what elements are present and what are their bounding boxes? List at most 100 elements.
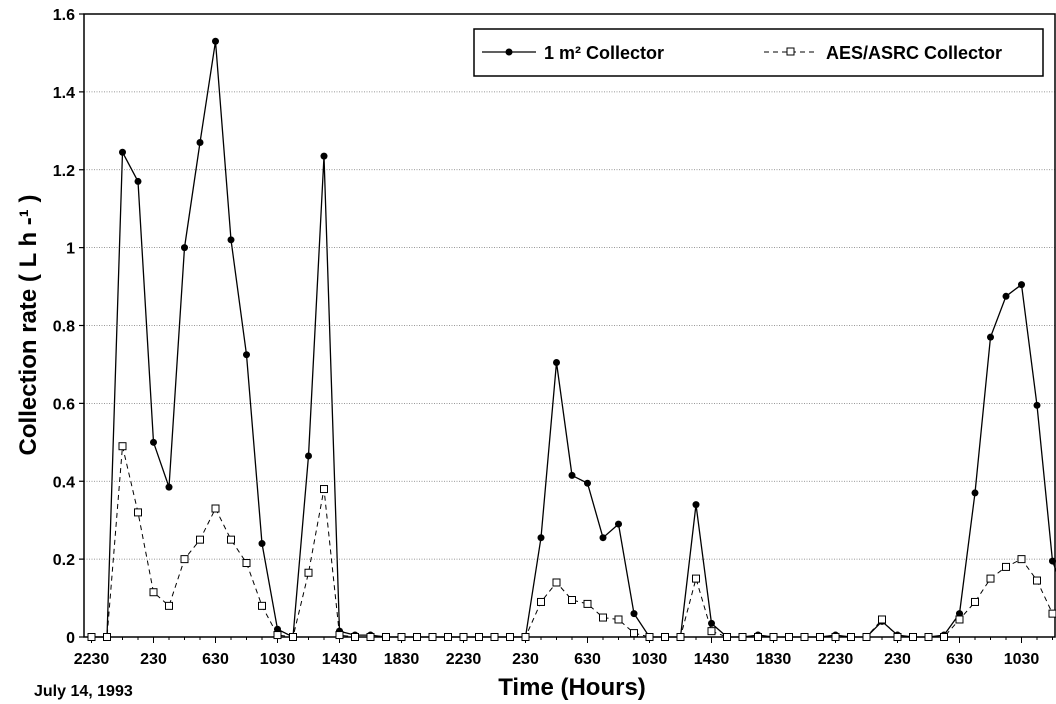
point-1m2 [134, 177, 142, 185]
date-note: July 14, 1993 [34, 683, 133, 700]
point-aes [196, 535, 204, 544]
point-aes [754, 633, 762, 641]
point-aes [630, 629, 638, 638]
point-aes [413, 633, 421, 641]
point-aes [1048, 609, 1056, 618]
legend: 1 m² Collector AES/ASRC Collector [473, 28, 1044, 77]
series-group [87, 37, 1056, 641]
point-aes [599, 613, 607, 622]
point-1m2 [243, 351, 250, 359]
point-1m2 [165, 483, 173, 491]
y-tick-label: 0.6 [53, 396, 75, 413]
x-tick-label: 1030 [632, 651, 668, 668]
x-tick-label: 230 [512, 651, 539, 668]
point-aes [1002, 562, 1010, 571]
y-tick-label: 1.2 [53, 163, 75, 180]
point-aes [134, 508, 142, 517]
x-tick-label: 1830 [384, 651, 420, 668]
point-aes [506, 633, 514, 641]
point-1m2 [305, 452, 312, 460]
point-aes [614, 615, 623, 624]
point-aes [428, 633, 437, 641]
point-aes [692, 574, 700, 583]
point-aes [490, 633, 499, 641]
y-axis: 0 0.2 0.4 0.6 0.8 1 1.2 1.4 1.6 [53, 7, 84, 647]
point-aes [304, 568, 313, 577]
x-tick-label: 1030 [260, 651, 296, 668]
point-1m2 [971, 489, 979, 497]
point-1m2 [987, 333, 994, 341]
point-aes [149, 588, 158, 597]
point-aes [723, 633, 731, 641]
point-1m2 [1049, 557, 1056, 565]
point-1m2 [630, 610, 638, 618]
x-tick-label: 1430 [322, 651, 358, 668]
point-aes [459, 633, 468, 641]
point-aes [816, 633, 824, 641]
point-aes [661, 633, 669, 641]
x-tick-label: 1030 [1004, 651, 1040, 668]
point-aes [397, 633, 406, 641]
point-aes [738, 633, 747, 641]
legend-marker-aes [786, 47, 795, 56]
point-aes [955, 615, 964, 624]
point-1m2 [320, 152, 328, 160]
point-aes [909, 633, 917, 641]
point-1m2 [568, 471, 576, 479]
x-axis-title: Time (Hours) [498, 674, 646, 701]
point-1m2 [692, 501, 700, 509]
point-1m2 [258, 540, 266, 548]
y-tick-label: 1 [66, 241, 75, 258]
y-tick-label: 1.6 [53, 7, 75, 24]
point-aes [521, 633, 530, 641]
point-1m2 [956, 610, 963, 618]
point-1m2 [119, 148, 126, 156]
point-aes [382, 633, 390, 641]
x-tick-label: 2230 [74, 651, 110, 668]
x-tick-label: 230 [140, 651, 167, 668]
point-aes [180, 555, 189, 564]
point-aes [645, 633, 654, 641]
point-aes [165, 601, 173, 610]
point-aes [320, 485, 328, 494]
y-tick-label: 0.4 [53, 474, 75, 491]
point-aes [475, 633, 483, 641]
point-aes [273, 631, 282, 640]
point-1m2 [584, 479, 591, 487]
x-tick-label: 1430 [694, 651, 730, 668]
point-aes [568, 596, 576, 605]
y-tick-label: 1.4 [53, 85, 75, 102]
point-aes [878, 615, 886, 624]
point-aes [289, 633, 297, 641]
point-1m2 [1033, 401, 1041, 409]
point-aes [211, 504, 220, 513]
point-1m2 [615, 520, 622, 528]
point-1m2 [1002, 292, 1010, 300]
x-tick-label: 230 [884, 651, 911, 668]
point-aes [785, 633, 793, 641]
gridlines [84, 91, 1055, 560]
x-tick-label: 630 [202, 651, 229, 668]
point-aes [800, 633, 809, 641]
point-1m2 [212, 37, 219, 45]
point-aes [862, 633, 871, 641]
point-aes [258, 601, 266, 610]
point-aes [444, 633, 452, 641]
point-aes [552, 578, 561, 587]
point-aes [924, 633, 933, 641]
point-aes [227, 535, 235, 544]
point-aes [351, 633, 359, 641]
series-aes-asrc-collector [87, 442, 1056, 641]
point-aes [103, 633, 111, 641]
point-aes [986, 574, 995, 583]
y-tick-label: 0 [66, 630, 75, 647]
y-tick-label: 0.8 [53, 319, 75, 336]
point-aes [118, 442, 127, 451]
point-aes [1033, 576, 1041, 585]
point-aes [831, 633, 840, 641]
y-tick-label: 0.2 [53, 552, 75, 569]
point-aes [1017, 555, 1026, 564]
y-axis-title: Collection rate ( L h -¹ ) [15, 195, 42, 456]
x-tick-label: 2230 [446, 651, 482, 668]
